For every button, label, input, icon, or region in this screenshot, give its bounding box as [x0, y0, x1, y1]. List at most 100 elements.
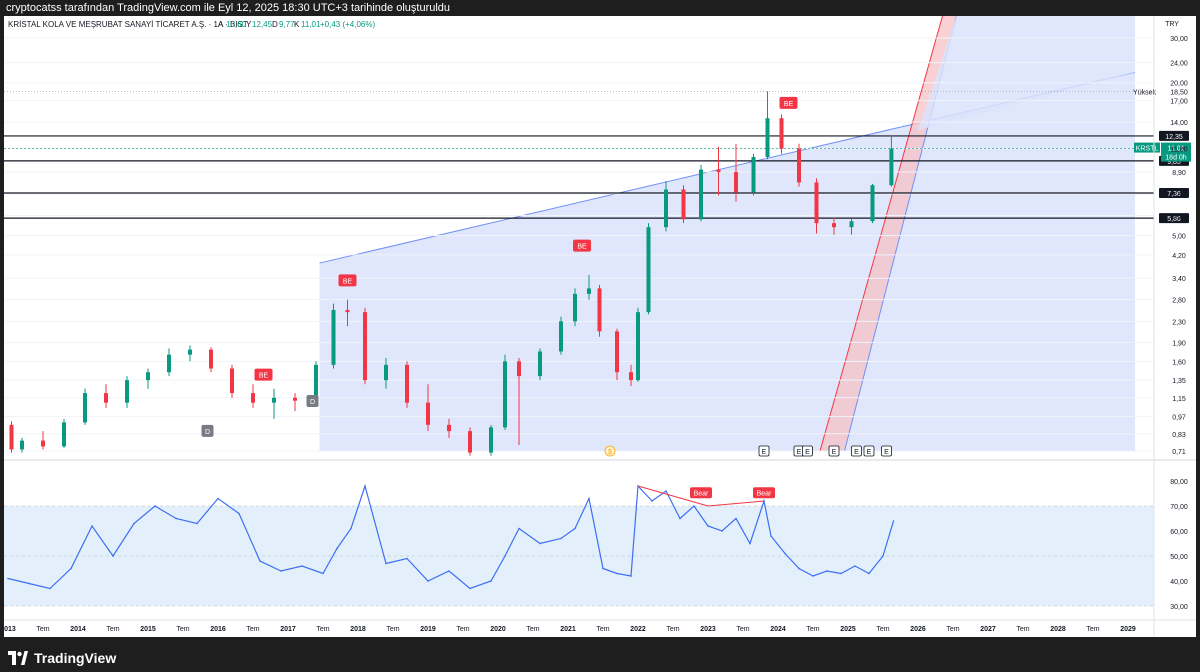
candle[interactable] [468, 427, 472, 456]
rsi-point [364, 485, 366, 487]
chart-area[interactable]: KRİSTAL KOLA VE MEŞRUBAT SANAYİ TİCARET … [4, 16, 1196, 637]
rsi-tick-label: 80,00 [1170, 479, 1188, 486]
horizontal-levels[interactable]: 12,35 9,85 7,36 5,86 Yüksek 18,50 KRSTL 11,01 18… [4, 89, 1191, 224]
rsi-point [826, 570, 828, 572]
candle[interactable] [779, 114, 784, 154]
candle[interactable] [870, 183, 875, 224]
rsi-point [784, 552, 786, 555]
candle[interactable] [293, 393, 297, 412]
legend-close-label: K [294, 20, 300, 29]
candle[interactable] [41, 431, 45, 450]
channel-drawing[interactable] [319, 16, 1136, 452]
candle[interactable] [814, 178, 819, 234]
price-tick-label: 17,00 [1170, 99, 1188, 106]
rsi-tick-label: 70,00 [1170, 504, 1188, 511]
time-tick-label: Tem [246, 626, 259, 633]
red-band-edge-left[interactable] [819, 16, 943, 452]
candle[interactable] [629, 364, 633, 386]
candle-body [251, 393, 255, 403]
candle[interactable] [517, 357, 521, 445]
rsi-point [133, 522, 135, 525]
bear-divergence-text: Bear [694, 490, 709, 497]
candle[interactable] [251, 384, 255, 408]
candle[interactable] [699, 164, 703, 222]
rsi-point [693, 505, 695, 507]
channel-extension-fill[interactable] [918, 16, 1135, 131]
candle[interactable] [405, 361, 409, 408]
rsi-point [301, 565, 303, 567]
candle[interactable] [209, 347, 213, 373]
price-tick-label: 1,35 [1172, 378, 1186, 385]
candle[interactable] [167, 348, 171, 377]
time-tick-label: 2013 [4, 626, 16, 633]
legend-symbol-name: KRİSTAL KOLA VE MEŞRUBAT SANAYİ TİCARET … [8, 20, 248, 29]
candle[interactable] [751, 153, 756, 196]
rsi-point [336, 547, 338, 550]
candle[interactable] [345, 299, 350, 327]
candle[interactable] [615, 328, 619, 381]
candle-body [517, 361, 521, 377]
earnings-event-text: E [884, 449, 889, 456]
candle[interactable] [447, 418, 451, 438]
candle[interactable] [331, 303, 336, 369]
candle-body [597, 288, 602, 332]
candle[interactable] [832, 217, 836, 235]
candle[interactable] [83, 388, 87, 425]
candle-body [573, 293, 577, 322]
currency-label: TRY [1165, 21, 1179, 28]
candle[interactable] [636, 307, 640, 382]
candle[interactable] [587, 275, 591, 300]
candle[interactable] [62, 418, 66, 448]
candle[interactable] [489, 424, 493, 456]
candle[interactable] [384, 357, 388, 389]
candle[interactable] [503, 354, 507, 430]
candle[interactable] [538, 348, 542, 381]
bear-divergence-badge [753, 487, 775, 499]
time-tick-label: 2019 [420, 626, 436, 633]
candle[interactable] [426, 384, 430, 432]
candle[interactable] [573, 288, 577, 327]
candle[interactable] [664, 181, 668, 232]
brand-name: TradingView [34, 650, 117, 666]
earnings-event-text: E [854, 449, 859, 456]
candle[interactable] [849, 218, 854, 235]
candle[interactable] [889, 135, 894, 187]
chart-legend: KRİSTAL KOLA VE MEŞRUBAT SANAYİ TİCARET … [8, 20, 375, 29]
tradingview-logo[interactable]: TradingView [8, 648, 116, 668]
rsi-line[interactable] [7, 483, 895, 590]
candle[interactable] [125, 376, 129, 408]
candlestick-series[interactable] [9, 91, 894, 456]
candle[interactable] [363, 307, 367, 385]
rsi-point [154, 505, 156, 507]
candle-body [20, 440, 24, 450]
chart-canvas[interactable]: KRİSTAL KOLA VE MEŞRUBAT SANAYİ TİCARET … [4, 16, 1196, 637]
candle[interactable] [230, 364, 234, 398]
candle[interactable] [734, 143, 738, 202]
candle[interactable] [20, 437, 24, 453]
candle[interactable] [681, 185, 686, 224]
candle[interactable] [797, 143, 801, 187]
candle-body [331, 309, 336, 365]
time-tick-label: Tem [666, 626, 679, 633]
channel-fill[interactable] [319, 72, 1136, 451]
rsi-point [630, 575, 632, 577]
candle[interactable] [765, 91, 770, 160]
level-price-text: 9,85 [1167, 159, 1181, 166]
time-tick-label: Tem [36, 626, 49, 633]
rsi-pane[interactable]: Bear Bear [4, 483, 1154, 607]
candle[interactable] [188, 345, 192, 362]
candle[interactable] [716, 146, 721, 196]
candle[interactable] [559, 316, 563, 355]
candle[interactable] [9, 421, 14, 453]
candle[interactable] [272, 388, 276, 419]
time-tick-label: 2026 [910, 626, 926, 633]
candle[interactable] [646, 223, 651, 315]
earnings-event-badge [851, 445, 862, 457]
candle[interactable] [597, 284, 602, 337]
time-tick-label: 2021 [560, 626, 576, 633]
time-tick-label: Tem [876, 626, 889, 633]
candle[interactable] [146, 368, 150, 389]
legend-high-label: Y [246, 20, 252, 29]
candle[interactable] [104, 384, 108, 408]
